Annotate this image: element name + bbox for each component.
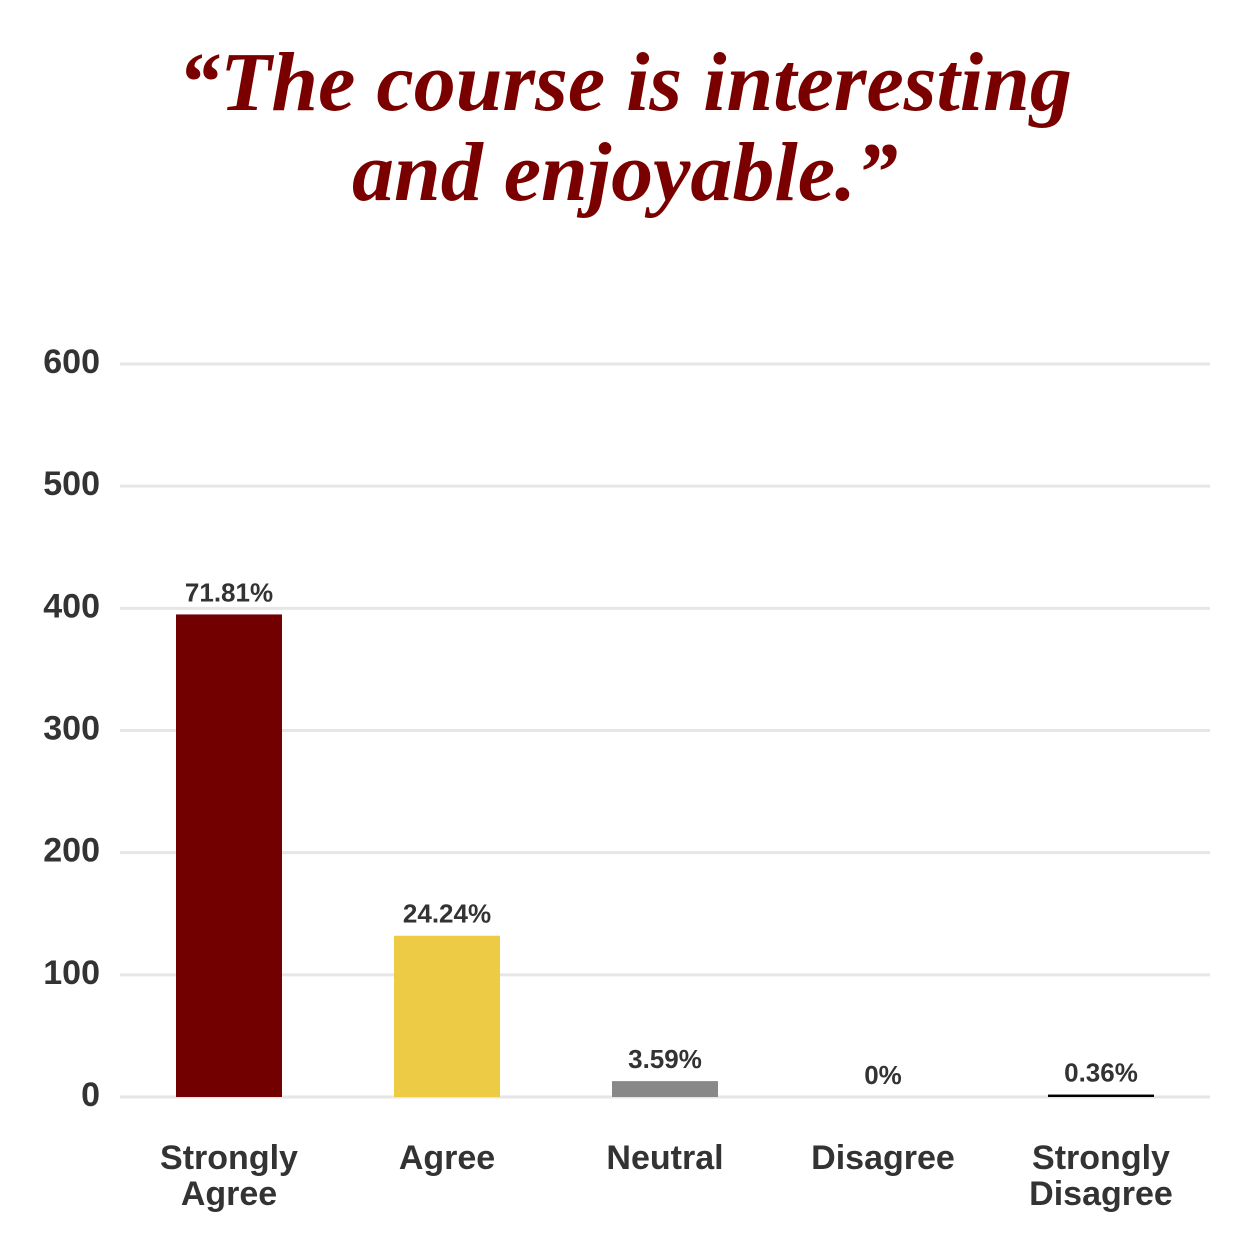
y-tick-label: 0	[81, 1076, 100, 1114]
y-tick-label: 600	[43, 343, 100, 381]
bar	[1048, 1094, 1154, 1097]
x-tick-label: Agree	[398, 1139, 496, 1177]
y-tick-label: 100	[43, 954, 100, 992]
bar	[612, 1081, 718, 1097]
x-tick-label: Neutral	[606, 1139, 724, 1177]
chart-title: “The course is interesting and enjoyable…	[178, 36, 1072, 219]
x-tick-label: Strongly Agree	[160, 1139, 298, 1213]
x-tick-label: Disagree	[811, 1139, 955, 1177]
value-label: 0.36%	[1064, 1057, 1138, 1087]
bar	[176, 614, 282, 1097]
value-label: 71.81%	[185, 577, 273, 607]
bar	[394, 935, 500, 1097]
y-tick-label: 400	[43, 587, 100, 625]
y-tick-label: 500	[43, 465, 100, 503]
y-tick-label: 300	[43, 709, 100, 747]
value-label: 0%	[864, 1060, 902, 1090]
value-label: 24.24%	[403, 899, 491, 929]
y-tick-label: 200	[43, 832, 100, 870]
x-tick-label: Strongly Disagree	[1029, 1139, 1173, 1213]
value-label: 3.59%	[628, 1044, 702, 1074]
